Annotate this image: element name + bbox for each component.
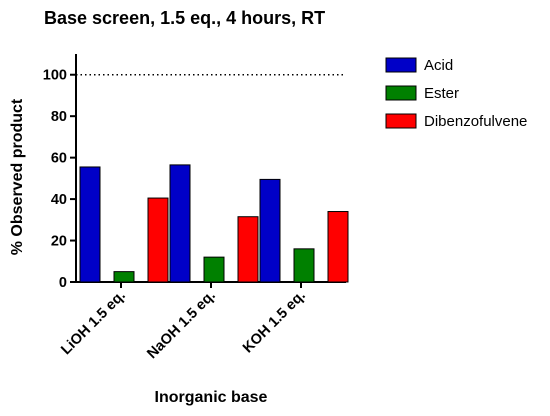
bar-dibenzofulvene [327,211,349,283]
y-tick-label: 20 [51,234,67,250]
bar-acid [79,166,101,283]
bar-acid [169,164,191,283]
bar-acid [259,178,281,283]
y-tick-label: 60 [51,151,67,167]
x-axis-label: Inorganic base [155,389,268,406]
bar-ester [293,248,315,283]
y-tick-label: 40 [51,192,67,208]
chart-title: Base screen, 1.5 eq., 4 hours, RT [44,8,325,28]
y-tick-label: 100 [43,68,67,84]
plot-area: 0 20 40 60 80 100 LiOH 1.5 eq. NaOH 1.5 eq. KOH … [43,54,349,363]
legend-swatch-dibenzofulvene [385,113,417,129]
bar-ester [203,256,225,283]
legend: Acid Ester Dibenzofulvene [385,57,527,130]
bar-dibenzofulvene [237,216,259,283]
y-tick-label: 0 [59,275,67,291]
legend-swatch-ester [385,85,417,101]
legend-label-ester: Ester [424,85,459,102]
x-tick-label: KOH 1.5 eq. [240,288,309,357]
legend-label-dibenzofulvene: Dibenzofulvene [424,113,527,130]
legend-label-acid: Acid [424,57,453,74]
x-tick-label: NaOH 1.5 eq. [144,288,219,363]
x-tick-label: LiOH 1.5 eq. [58,288,129,359]
bar-ester [113,271,135,283]
legend-swatch-acid [385,57,417,73]
y-axis-label: % Observed product [9,98,26,255]
bar-dibenzofulvene [147,197,169,283]
y-tick-label: 80 [51,109,67,125]
